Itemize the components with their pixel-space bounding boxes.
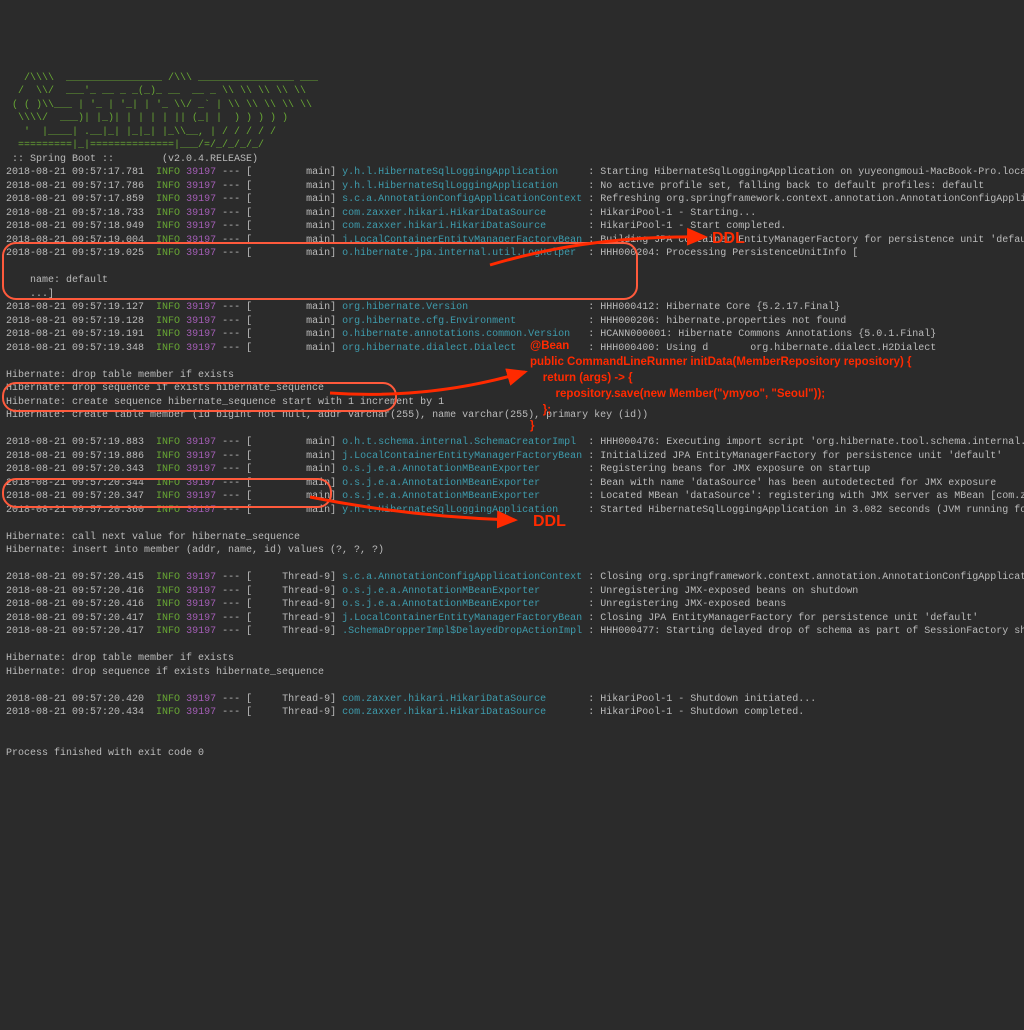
hibernate-sql-line: Hibernate: create sequence hibernate_seq… [6,396,1018,410]
exit-line: Process finished with exit code 0 [6,748,204,759]
log-line: 2018-08-21 09:57:19.004 INFO 39197 --- [… [6,234,1018,248]
hibernate-sql-line: Hibernate: call next value for hibernate… [6,531,1018,545]
hibernate-sql-line: Hibernate: create table member (id bigin… [6,409,1018,423]
hibernate-sql-line: Hibernate: insert into member (addr, nam… [6,544,1018,558]
log-line: 2018-08-21 09:57:20.416 INFO 39197 --- [… [6,585,1018,599]
log-line: 2018-08-21 09:57:20.344 INFO 39197 --- [… [6,477,1018,491]
log-line: 2018-08-21 09:57:19.883 INFO 39197 --- [… [6,436,1018,450]
log-line: 2018-08-21 09:57:19.127 INFO 39197 --- [… [6,301,1018,315]
log-line: 2018-08-21 09:57:20.434 INFO 39197 --- [… [6,706,1018,720]
log-block-5: 2018-08-21 09:57:20.420 INFO 39197 --- [… [6,693,1018,720]
log-line: 2018-08-21 09:57:20.417 INFO 39197 --- [… [6,625,1018,639]
hibernate-sql-line: Hibernate: drop table member if exists [6,652,1018,666]
hibernate-sql-line: Hibernate: drop sequence if exists hiber… [6,666,1018,680]
log-line: 2018-08-21 09:57:19.348 INFO 39197 --- [… [6,342,1018,356]
terminal-output: /\\\\ ________________ /\\\ ____________… [6,58,1018,760]
ddl-block-3: Hibernate: drop table member if existsHi… [6,652,1018,679]
log-line: 2018-08-21 09:57:19.886 INFO 39197 --- [… [6,450,1018,464]
log-line: 2018-08-21 09:57:17.786 INFO 39197 --- [… [6,180,1018,194]
spring-banner-ascii: /\\\\ ________________ /\\\ ____________… [6,73,318,152]
log-line: 2018-08-21 09:57:20.347 INFO 39197 --- [… [6,490,1018,504]
log-line: 2018-08-21 09:57:20.360 INFO 39197 --- [… [6,504,1018,518]
log-line: 2018-08-21 09:57:17.781 INFO 39197 --- [… [6,166,1018,180]
log-line: 2018-08-21 09:57:20.417 INFO 39197 --- [… [6,612,1018,626]
log-block-2: 2018-08-21 09:57:19.127 INFO 39197 --- [… [6,301,1018,355]
log-line: 2018-08-21 09:57:18.949 INFO 39197 --- [… [6,220,1018,234]
log-line: 2018-08-21 09:57:20.420 INFO 39197 --- [… [6,693,1018,707]
hibernate-sql-line: Hibernate: drop sequence if exists hiber… [6,382,1018,396]
ddl-block-1: Hibernate: drop table member if existsHi… [6,369,1018,423]
log-block-4: 2018-08-21 09:57:20.415 INFO 39197 --- [… [6,571,1018,639]
spring-boot-line: :: Spring Boot :: (v2.0.4.RELEASE) [6,154,258,165]
log-block-3: 2018-08-21 09:57:19.883 INFO 39197 --- [… [6,436,1018,517]
log-line: 2018-08-21 09:57:20.416 INFO 39197 --- [… [6,598,1018,612]
log-line: 2018-08-21 09:57:19.025 INFO 39197 --- [… [6,247,1018,261]
log-extra: name: default ...] [6,275,108,300]
log-line: 2018-08-21 09:57:19.128 INFO 39197 --- [… [6,315,1018,329]
log-line: 2018-08-21 09:57:18.733 INFO 39197 --- [… [6,207,1018,221]
log-line: 2018-08-21 09:57:17.859 INFO 39197 --- [… [6,193,1018,207]
ddl-block-2: Hibernate: call next value for hibernate… [6,531,1018,558]
log-line: 2018-08-21 09:57:20.343 INFO 39197 --- [… [6,463,1018,477]
log-line: 2018-08-21 09:57:20.415 INFO 39197 --- [… [6,571,1018,585]
log-block-1: 2018-08-21 09:57:17.781 INFO 39197 --- [… [6,166,1018,261]
hibernate-sql-line: Hibernate: drop table member if exists [6,369,1018,383]
log-line: 2018-08-21 09:57:19.191 INFO 39197 --- [… [6,328,1018,342]
